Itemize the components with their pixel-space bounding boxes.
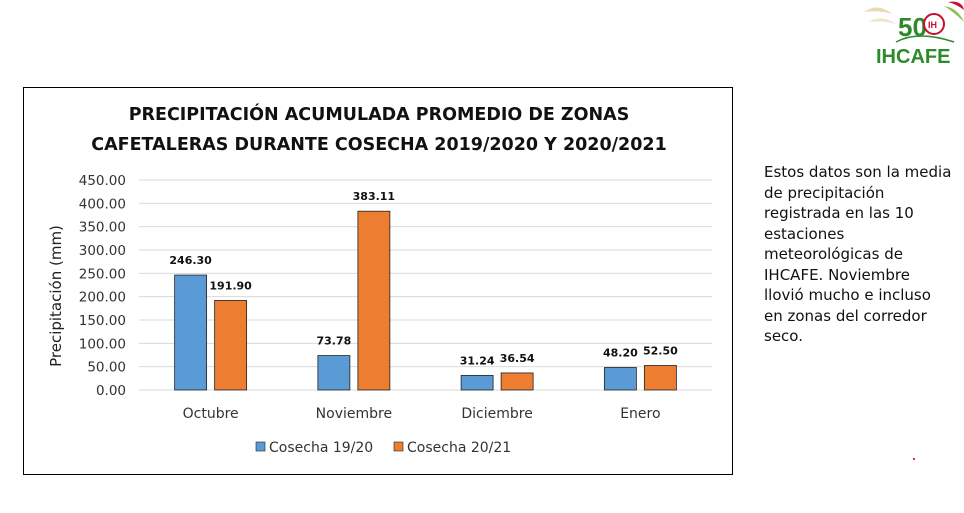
bar-cosecha-19-20-enero [603, 367, 637, 391]
bar-cosecha-20-21-octubre [214, 300, 248, 391]
legend-swatch [255, 441, 266, 452]
logo-wordmark: IHCAFE [876, 46, 951, 68]
precipitation-bar-chart: PRECIPITACIÓN ACUMULADA PROMEDIO DE ZONA… [47, 103, 712, 456]
legend-swatch [393, 441, 404, 452]
data-label: 73.78 [316, 335, 351, 348]
data-label: 246.30 [169, 254, 212, 267]
x-category-label: Enero [620, 406, 660, 422]
data-label: 48.20 [603, 347, 638, 360]
x-category-label: Diciembre [461, 406, 532, 422]
data-label: 36.54 [500, 352, 535, 365]
bar-cosecha-20-21-noviembre [357, 210, 391, 391]
bar-cosecha-20-21-enero [643, 365, 677, 391]
bar-cosecha-19-20-noviembre [317, 355, 351, 391]
y-tick-label: 250.00 [79, 266, 126, 282]
chart-frame: PRECIPITACIÓN ACUMULADA PROMEDIO DE ZONA… [23, 87, 733, 475]
y-axis-label: Precipitación (mm) [47, 225, 65, 367]
chart-title-line-2: CAFETALERAS DURANTE COSECHA 2019/2020 Y … [91, 135, 667, 155]
y-tick-label: 200.00 [79, 290, 126, 306]
legend-label: Cosecha 19/20 [269, 440, 373, 456]
bar-cosecha-19-20-diciembre [460, 375, 494, 391]
y-tick-label: 50.00 [87, 360, 126, 376]
bar-cosecha-19-20-octubre [174, 274, 208, 391]
y-tick-label: 400.00 [79, 196, 126, 212]
y-tick-label: 150.00 [79, 313, 126, 329]
y-tick-label: 300.00 [79, 243, 126, 259]
legend-label: Cosecha 20/21 [407, 440, 511, 456]
x-category-label: Noviembre [316, 406, 392, 422]
side-note-text: Estos datos son la media de precipitació… [764, 163, 952, 345]
data-label: 52.50 [643, 345, 678, 358]
anniversary-number: 50 [898, 12, 927, 42]
data-label: 383.11 [353, 190, 395, 203]
chart-title-line-1: PRECIPITACIÓN ACUMULADA PROMEDIO DE ZONA… [129, 103, 630, 125]
bar-cosecha-20-21-diciembre [500, 372, 534, 391]
decorative-dot [913, 458, 915, 460]
y-tick-label: 350.00 [79, 220, 126, 236]
x-category-label: Octubre [183, 406, 239, 422]
seal-text: IH [928, 20, 937, 30]
y-tick-label: 450.00 [79, 173, 126, 189]
y-tick-label: 100.00 [79, 336, 126, 352]
data-label: 31.24 [460, 354, 495, 367]
ihcafe-logo: 50 IH [864, 1, 964, 43]
data-label: 191.90 [209, 279, 252, 292]
y-tick-label: 0.00 [96, 383, 126, 399]
